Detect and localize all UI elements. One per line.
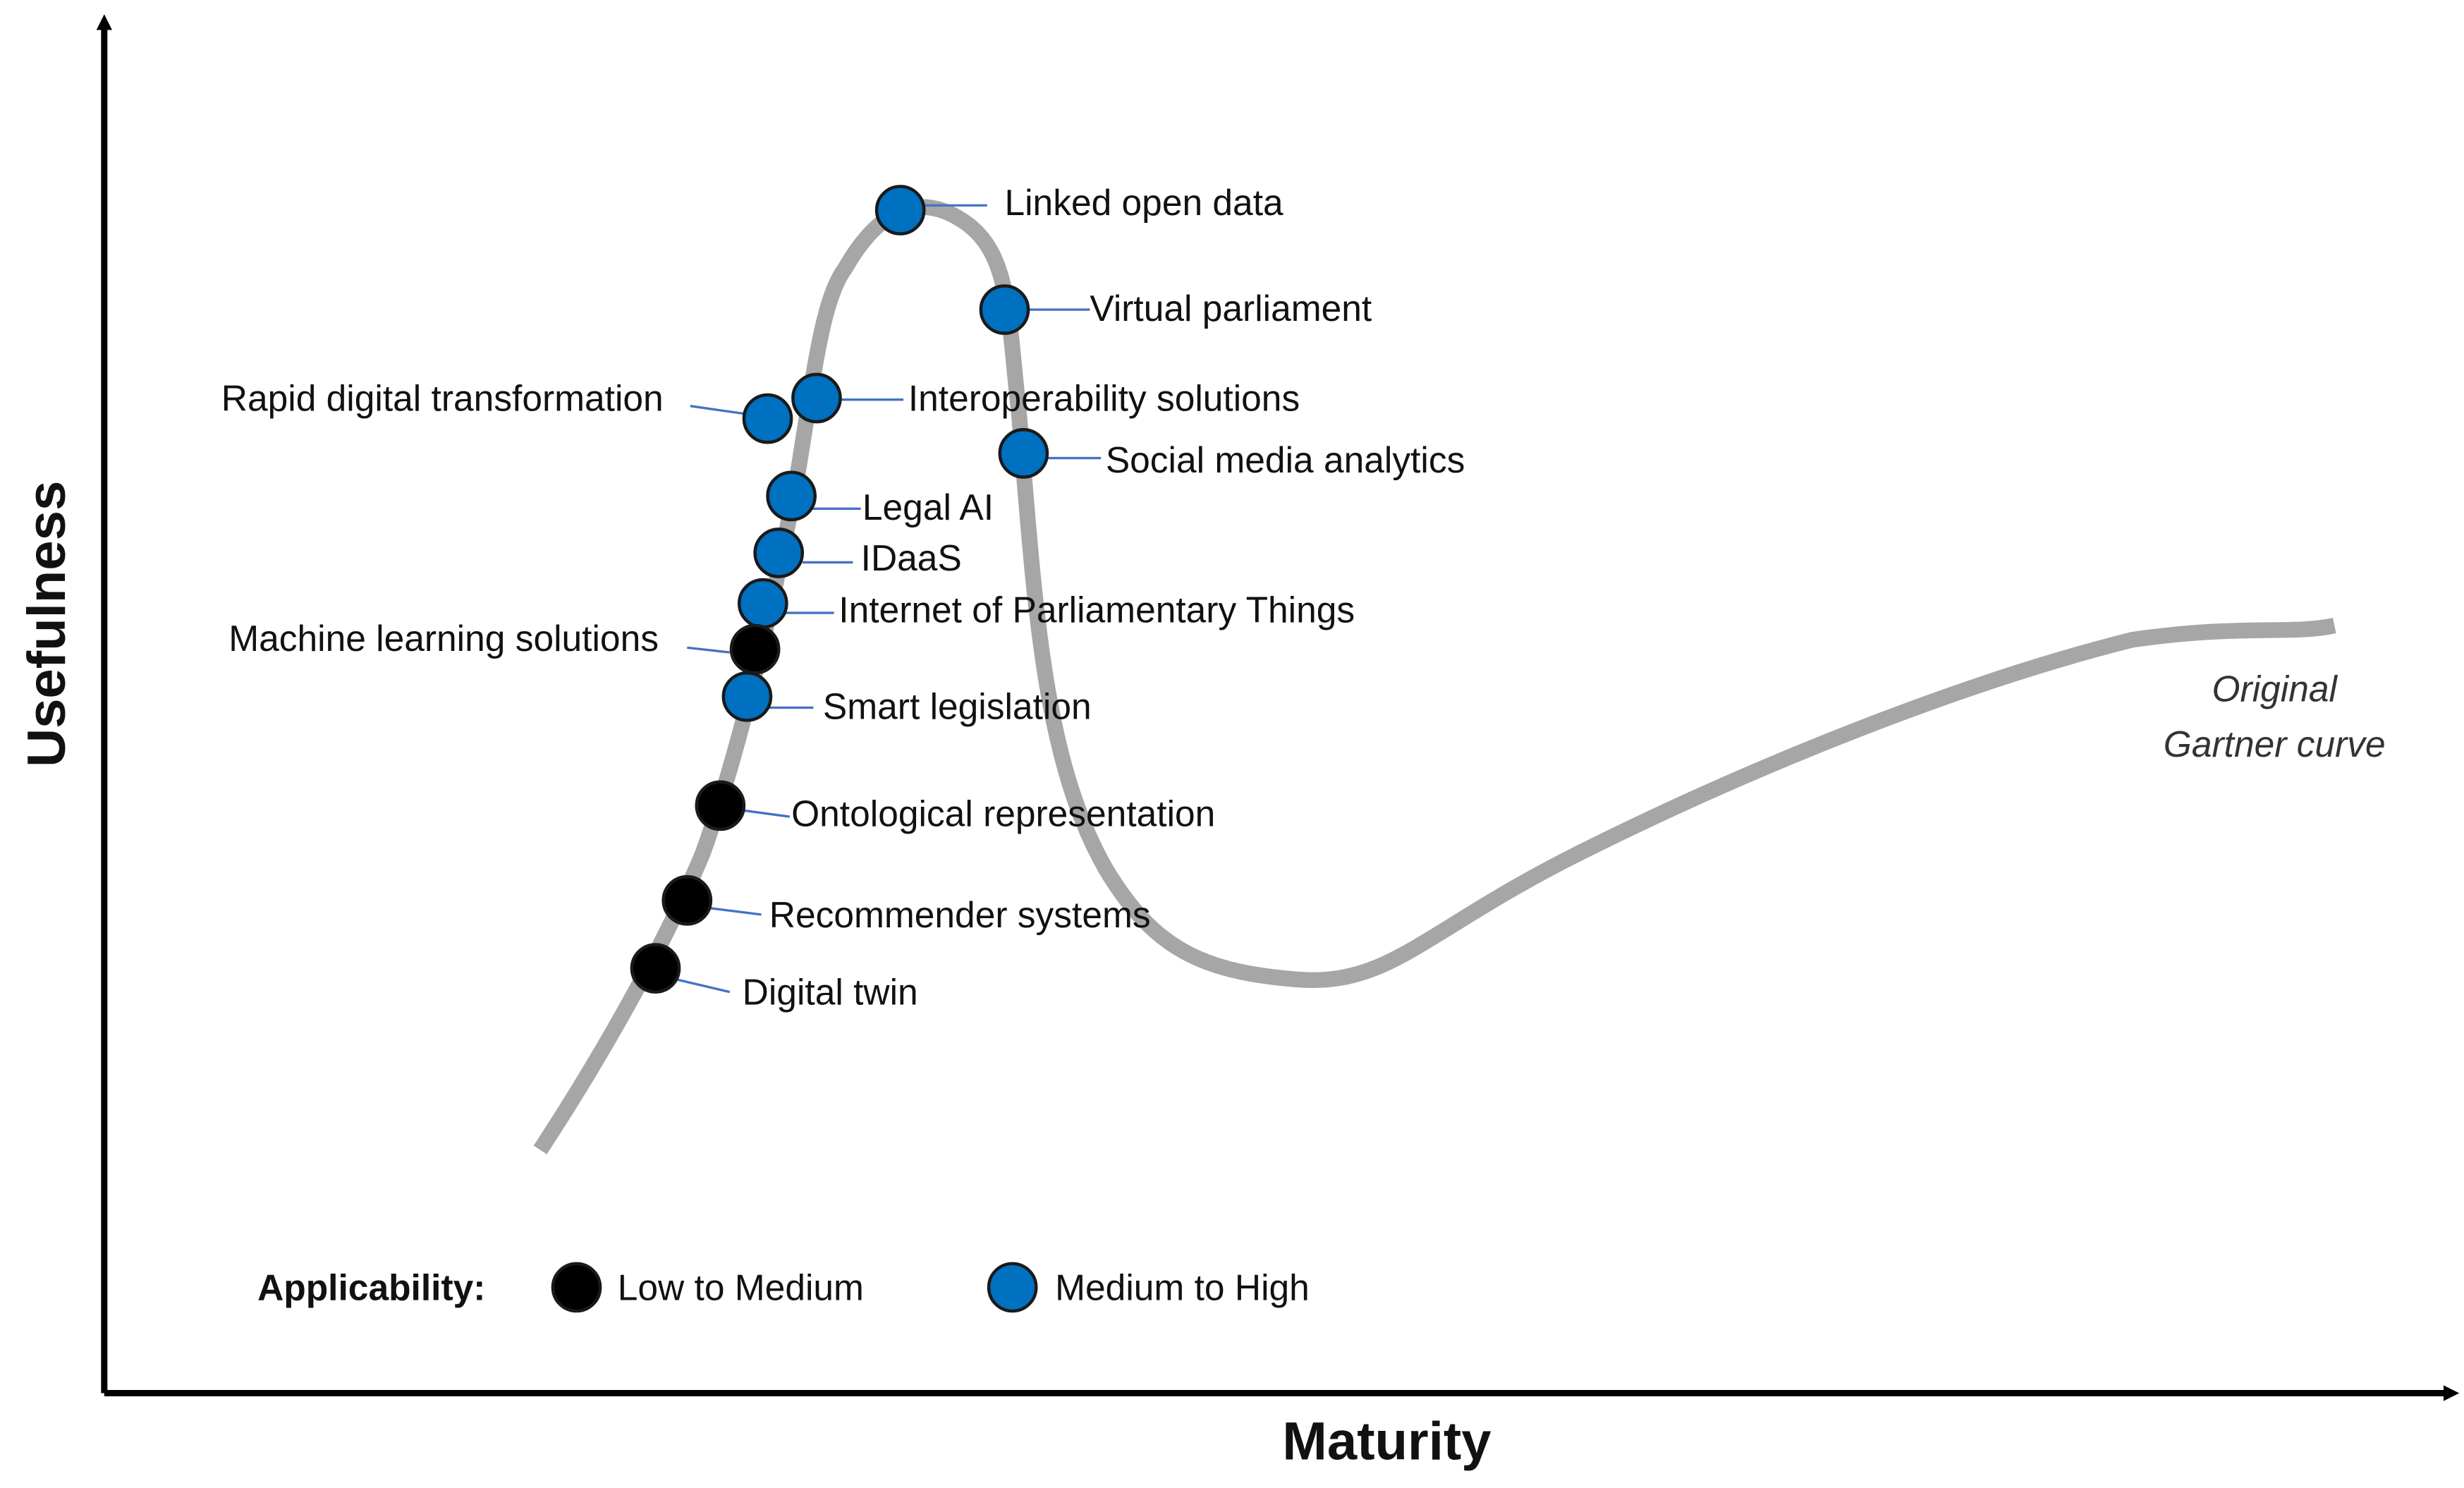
leader-line bbox=[710, 907, 762, 916]
leader-line bbox=[742, 809, 791, 818]
technology-node bbox=[737, 578, 788, 629]
technology-label: Rapid digital transformation bbox=[221, 378, 664, 419]
technology-label: Machine learning solutions bbox=[228, 618, 659, 659]
technology-label: Legal AI bbox=[862, 487, 994, 527]
technology-node bbox=[998, 428, 1049, 479]
legend-marker bbox=[551, 1262, 602, 1313]
technology-node bbox=[630, 943, 681, 994]
x-axis-label: Maturity bbox=[1282, 1412, 1491, 1472]
technology-label: Linked open data bbox=[1004, 182, 1283, 223]
legend-label: Medium to High bbox=[1055, 1267, 1310, 1308]
leader-line bbox=[690, 405, 746, 415]
technology-label: Recommender systems bbox=[769, 894, 1151, 935]
legend-marker bbox=[987, 1262, 1038, 1313]
curve-label: Original bbox=[2212, 669, 2338, 709]
technology-label: Digital twin bbox=[743, 972, 918, 1013]
technology-node bbox=[791, 372, 842, 424]
leader-line bbox=[676, 978, 731, 994]
technology-node bbox=[721, 671, 773, 722]
technology-label: Ontological representation bbox=[791, 793, 1215, 834]
technology-label: Interoperability solutions bbox=[908, 378, 1300, 419]
technology-node bbox=[766, 470, 817, 522]
technology-label: Social media analytics bbox=[1106, 439, 1465, 480]
technology-node bbox=[661, 874, 713, 926]
y-axis-label: Usefulness bbox=[17, 481, 77, 767]
legend-label: Low to Medium bbox=[618, 1267, 864, 1308]
technology-node bbox=[753, 527, 805, 578]
technology-node bbox=[874, 185, 926, 236]
leader-line bbox=[687, 646, 730, 654]
technology-label: Smart legislation bbox=[823, 685, 1092, 726]
technology-label: Virtual parliament bbox=[1090, 288, 1372, 329]
technology-node bbox=[729, 623, 781, 675]
legend-title: Applicability: bbox=[257, 1267, 485, 1308]
technology-label: Internet of Parliamentary Things bbox=[838, 590, 1355, 630]
technology-node bbox=[742, 393, 793, 444]
technology-label: IDaaS bbox=[861, 537, 962, 578]
technology-node bbox=[695, 780, 746, 831]
technology-node bbox=[979, 284, 1030, 335]
curve-label: Gartner curve bbox=[2164, 724, 2386, 764]
